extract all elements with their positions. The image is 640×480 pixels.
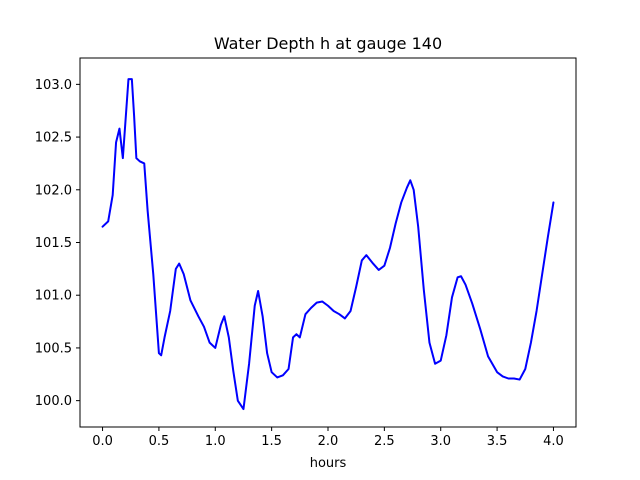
x-tick-label: 0.0	[92, 434, 113, 449]
x-axis-label: hours	[310, 456, 347, 471]
y-axis: 100.0 100.5 101.0 101.5 102.0 102.5 103.0	[35, 78, 80, 409]
x-tick-label: 3.5	[487, 434, 508, 449]
plot-area	[101, 78, 555, 411]
x-tick-label: 1.5	[261, 434, 282, 449]
x-tick-label: 0.5	[149, 434, 170, 449]
y-tick-label: 102.5	[35, 131, 72, 146]
x-tick-label: 2.0	[318, 434, 339, 449]
x-axis: 0.0 0.5 1.0 1.5 2.0 2.5 3.0 3.5 4.0	[92, 427, 564, 449]
chart-title: Water Depth h at gauge 140	[214, 34, 442, 53]
y-tick-label: 103.0	[35, 78, 72, 93]
x-tick-label: 4.0	[543, 434, 564, 449]
y-tick-label: 100.5	[35, 341, 72, 356]
y-tick-label: 101.0	[35, 289, 72, 304]
x-tick-label: 2.5	[374, 434, 395, 449]
series-line	[101, 78, 555, 411]
y-tick-label: 102.0	[35, 183, 72, 198]
x-tick-label: 1.0	[205, 434, 226, 449]
y-tick-label: 101.5	[35, 236, 72, 251]
y-tick-label: 100.0	[35, 394, 72, 409]
x-tick-label: 3.0	[430, 434, 451, 449]
